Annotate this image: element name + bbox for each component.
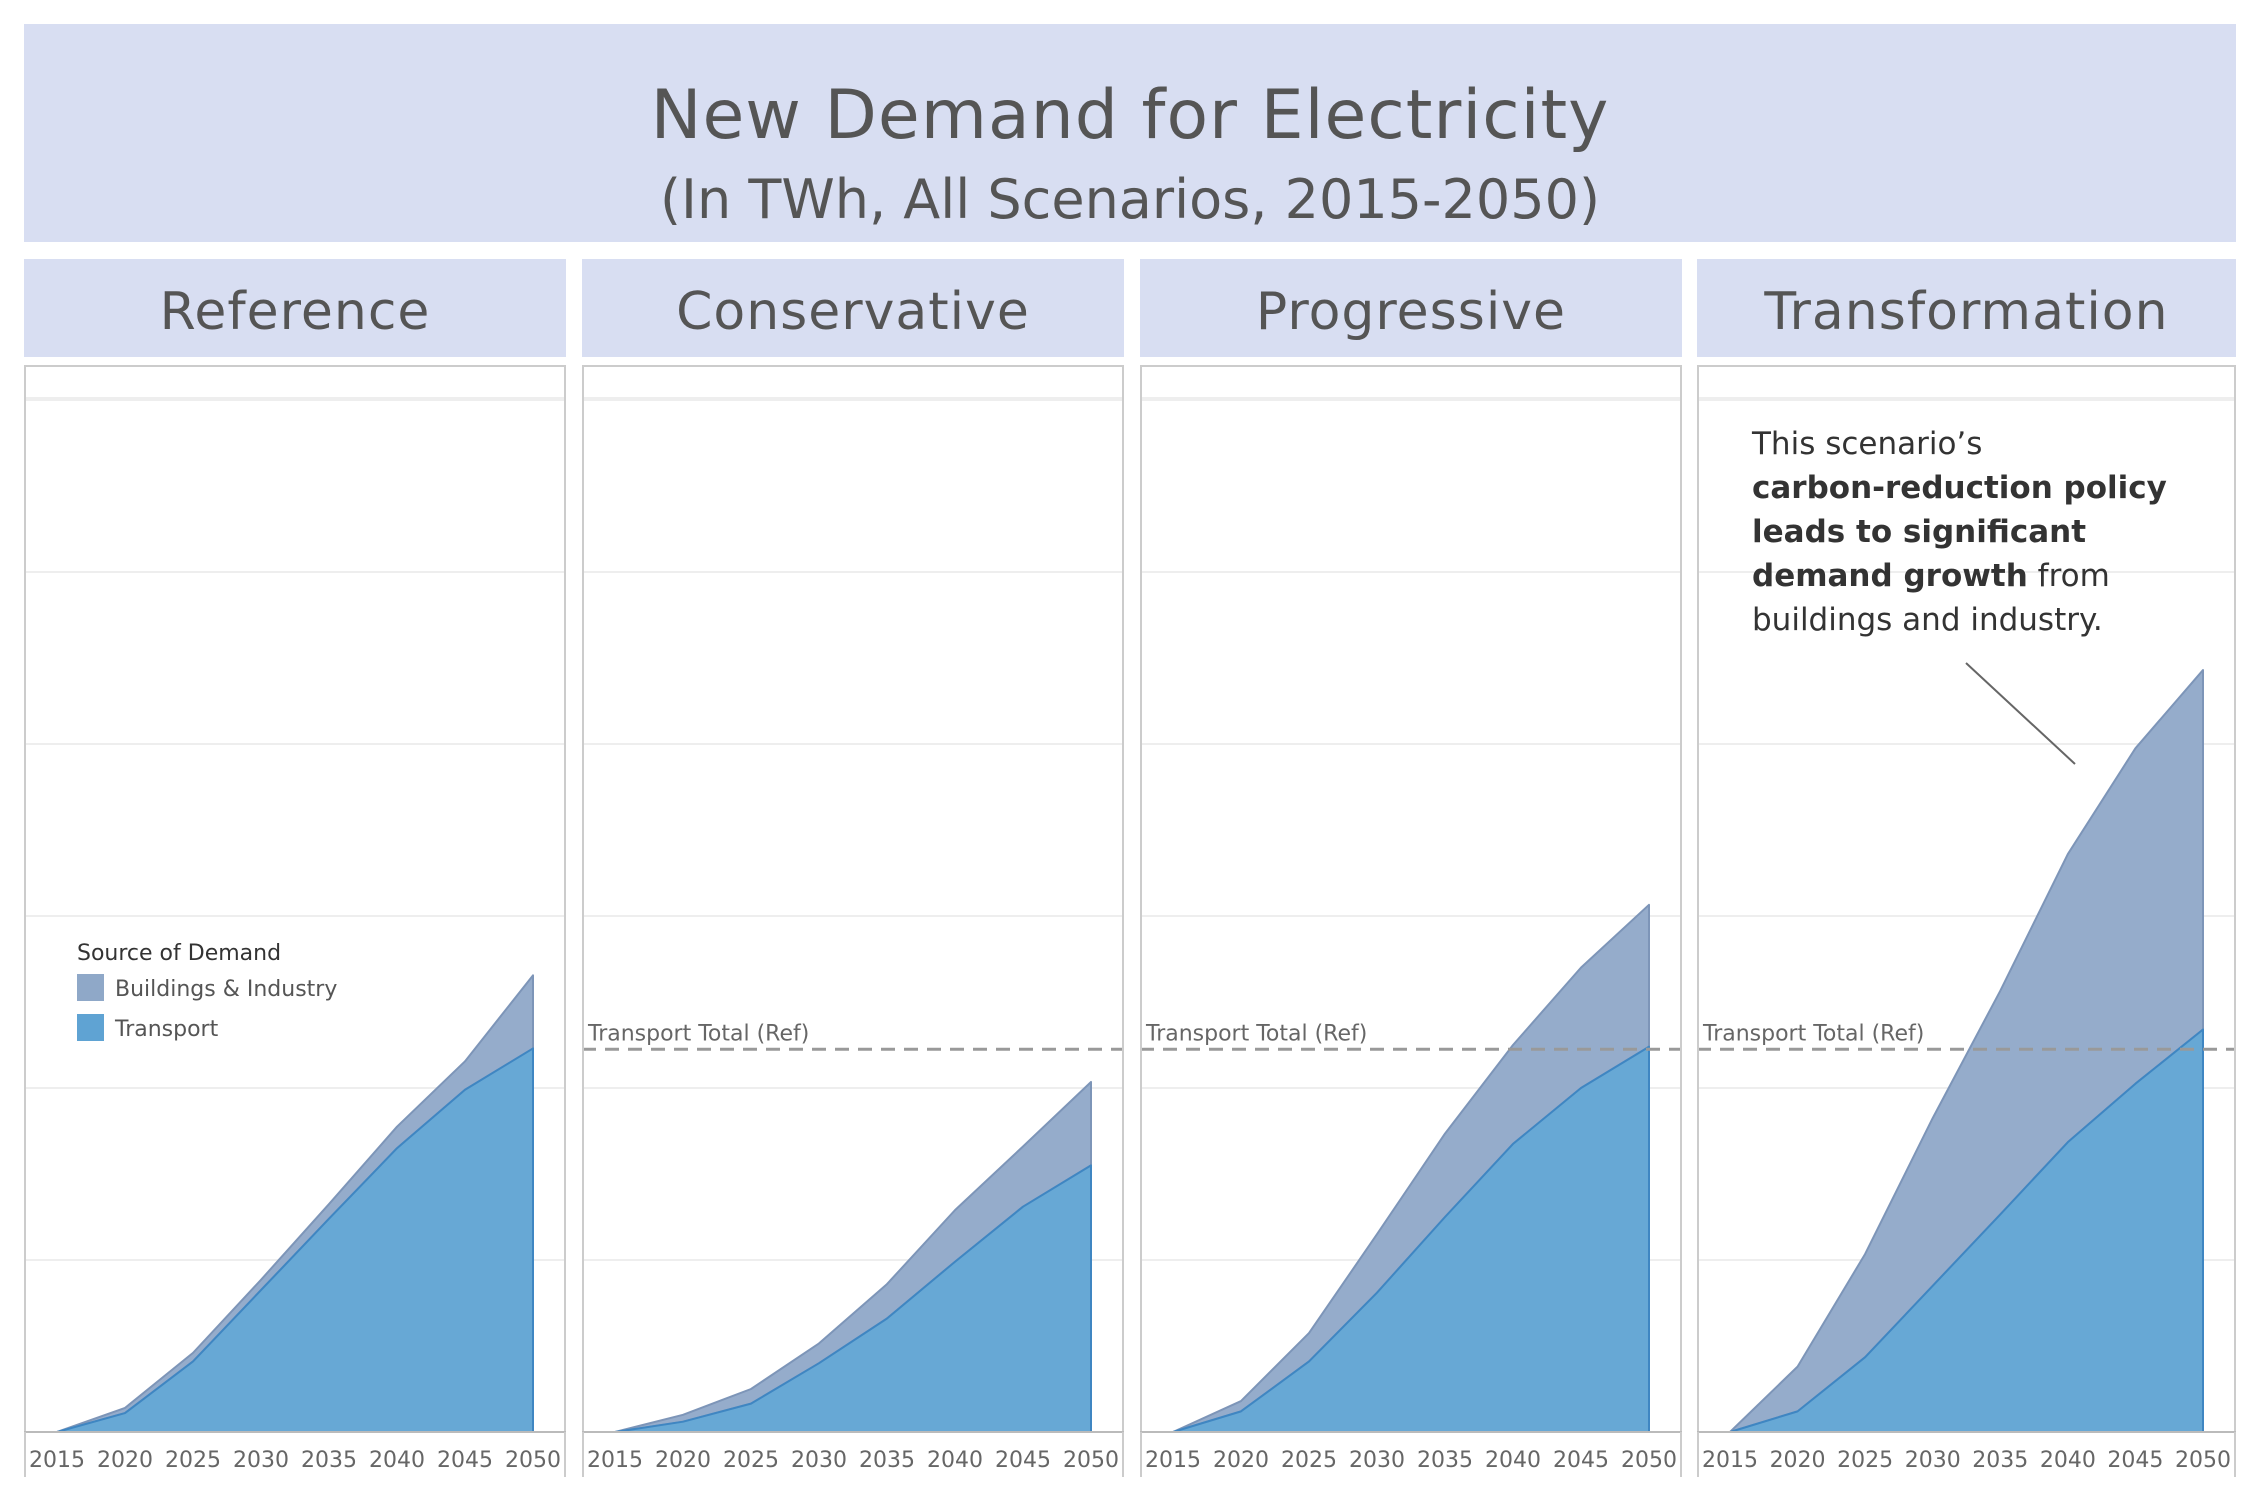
annotation-suffix: from buildings and industry. [1752, 558, 2110, 638]
x-tick-progressive-2040: 2040 [1485, 1448, 1541, 1473]
x-tick-transformation-2040: 2040 [2040, 1448, 2096, 1473]
x-tick-progressive-2035: 2035 [1417, 1448, 1473, 1473]
x-tick-reference-2040: 2040 [369, 1448, 425, 1473]
x-tick-conservative-2015: 2015 [587, 1448, 643, 1473]
panel-header-progressive: Progressive [1140, 259, 1682, 357]
annotation-text: This scenario’s carbon-reduction policy l… [1752, 422, 2212, 642]
x-tick-reference-2015: 2015 [29, 1448, 85, 1473]
panel-header-conservative: Conservative [582, 259, 1124, 357]
legend-title: Source of Demand [77, 941, 281, 966]
x-tick-progressive-2025: 2025 [1281, 1448, 1337, 1473]
legend-label-buildings-industry: Buildings & Industry [115, 977, 337, 1002]
chart-title: New Demand for Electricity [650, 76, 1610, 155]
x-tick-transformation-2025: 2025 [1837, 1448, 1893, 1473]
reference-line-label-transformation: Transport Total (Ref) [1702, 1021, 1924, 1046]
x-tick-conservative-2030: 2030 [791, 1448, 847, 1473]
x-tick-progressive-2015: 2015 [1145, 1448, 1201, 1473]
annotation-bold: carbon-reduction policy leads to signifi… [1752, 470, 2167, 594]
reference-line-label-progressive: Transport Total (Ref) [1145, 1021, 1367, 1046]
panel-header-reference: Reference [24, 259, 566, 357]
x-tick-conservative-2035: 2035 [859, 1448, 915, 1473]
x-tick-transformation-2015: 2015 [1702, 1448, 1758, 1473]
x-tick-conservative-2025: 2025 [723, 1448, 779, 1473]
x-axis-ticks: 2015 2020 2025 2030 2035 2040 2045 2050 2015 2020… [29, 1448, 2231, 1473]
legend: Source of Demand Buildings & Industry Tr… [77, 941, 337, 1042]
legend-swatch-buildings-industry [77, 974, 104, 1001]
chart-subtitle: (In TWh, All Scenarios, 2015-2050) [659, 168, 1601, 231]
x-tick-transformation-2020: 2020 [1770, 1448, 1826, 1473]
x-tick-transformation-2045: 2045 [2107, 1448, 2163, 1473]
panel-header-transformation: Transformation [1697, 259, 2236, 357]
area-transport-transformation [1729, 1028, 2204, 1433]
x-tick-transformation-2035: 2035 [1972, 1448, 2028, 1473]
reference-line-label-conservative: Transport Total (Ref) [587, 1021, 809, 1046]
legend-swatch-transport [77, 1014, 104, 1041]
legend-label-transport: Transport [114, 1017, 219, 1042]
x-tick-conservative-2020: 2020 [655, 1448, 711, 1473]
x-tick-progressive-2030: 2030 [1349, 1448, 1405, 1473]
x-tick-reference-2045: 2045 [437, 1448, 493, 1473]
area-transport-reference [56, 1047, 534, 1433]
area-transport-conservative [614, 1164, 1092, 1433]
area-series [56, 669, 2204, 1433]
x-tick-progressive-2020: 2020 [1213, 1448, 1269, 1473]
x-tick-conservative-2050: 2050 [1063, 1448, 1119, 1473]
annotation-prefix: This scenario’s [1752, 426, 1983, 462]
x-tick-reference-2025: 2025 [165, 1448, 221, 1473]
x-tick-reference-2050: 2050 [505, 1448, 561, 1473]
x-tick-progressive-2045: 2045 [1553, 1448, 1609, 1473]
x-tick-reference-2020: 2020 [97, 1448, 153, 1473]
x-tick-transformation-2050: 2050 [2175, 1448, 2231, 1473]
x-tick-progressive-2050: 2050 [1621, 1448, 1677, 1473]
chart-header: New Demand for Electricity (In TWh, All … [24, 24, 2236, 242]
x-tick-conservative-2040: 2040 [927, 1448, 983, 1473]
x-tick-reference-2035: 2035 [301, 1448, 357, 1473]
reference-lines: Transport Total (Ref) Transport Total (Re… [582, 1021, 2236, 1051]
panel-frames [24, 365, 2236, 1477]
x-tick-reference-2030: 2030 [233, 1448, 289, 1473]
x-tick-conservative-2045: 2045 [995, 1448, 1051, 1473]
area-transport-progressive [1172, 1045, 1650, 1433]
x-tick-transformation-2030: 2030 [1905, 1448, 1961, 1473]
annotation-pointer-line [1965, 662, 2076, 765]
